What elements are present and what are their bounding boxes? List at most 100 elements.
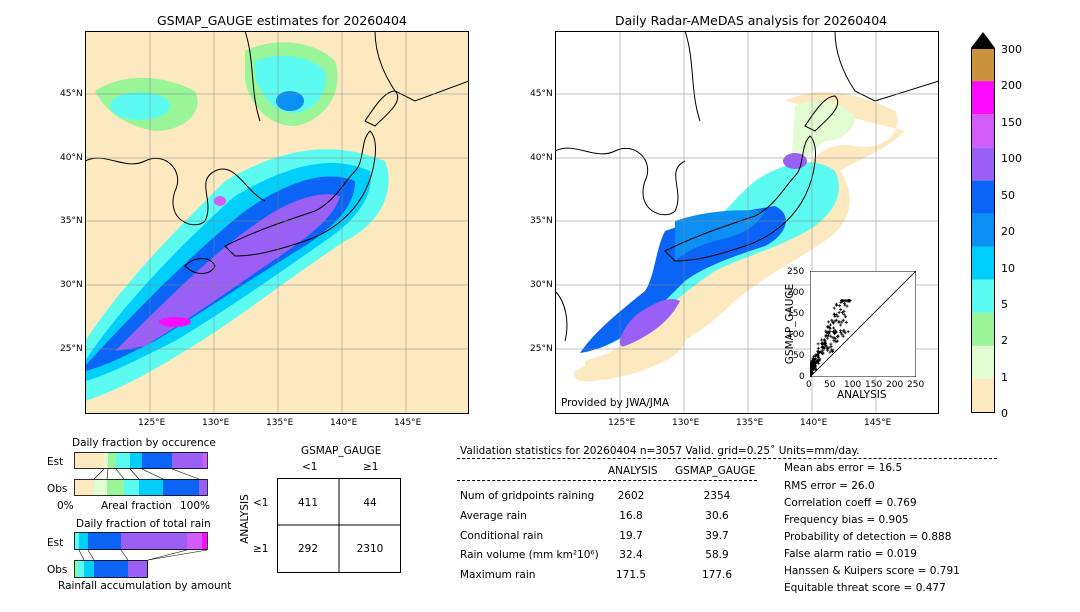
scatter-point (831, 336, 835, 340)
validation-col-analysis: ANALYSIS (608, 465, 658, 477)
scatter-xlabel: ANALYSIS (837, 389, 887, 401)
colorbar-label: 2 (1001, 334, 1008, 347)
contingency-col-lt: <1 (302, 461, 318, 473)
scatter-point (827, 332, 831, 336)
score-line: Probability of detection = 0.888 (784, 531, 952, 543)
scatter-xtick: 50 (824, 380, 836, 390)
left-lon-label: 140°E (330, 418, 358, 428)
contingency-cell: 292 (297, 543, 319, 555)
occurrence-axis-left: 0% (57, 500, 74, 512)
scatter-point (832, 306, 836, 310)
scatter-point (814, 353, 818, 357)
scatter-xtick: 150 (865, 380, 883, 390)
scatter-point (832, 339, 836, 343)
occurrence-axis-right: 100% (180, 500, 211, 512)
contingency-col-ge: ≥1 (363, 461, 379, 473)
right-lon-label: 145°E (864, 418, 892, 428)
score-line: Hanssen & Kuipers score = 0.791 (784, 565, 960, 577)
right-lat-label: 40°N (530, 153, 553, 163)
scatter-point (810, 366, 813, 370)
stat-label: Rain volume (mm km²10⁶) (460, 549, 599, 561)
scatter-point (828, 329, 832, 333)
validation-col-divider (457, 480, 757, 481)
right-lat-label: 35°N (530, 216, 553, 226)
colorbar-cell (971, 180, 995, 214)
total-rain-footer: Rainfall accumulation by amount (58, 580, 232, 592)
scatter-point (829, 348, 833, 352)
scatter-point (840, 332, 844, 336)
contingency-row-title: ANALYSIS (239, 494, 251, 544)
scatter-ytick: 0 (799, 372, 805, 382)
scatter-point (828, 327, 832, 331)
scatter-point (833, 328, 837, 332)
scatter-point (821, 351, 825, 355)
scatter-point (840, 320, 844, 324)
scatter-point (843, 303, 847, 307)
scatter-point (810, 373, 812, 377)
scatter-point (828, 350, 832, 354)
stat-analysis: 2602 (617, 490, 645, 502)
colorbar-label: 20 (1001, 225, 1015, 238)
colorbar-label: 1 (1001, 371, 1008, 384)
scatter-point (831, 320, 835, 324)
scatter-point (836, 314, 840, 318)
scatter-point (810, 364, 814, 368)
scatter-point (846, 330, 850, 334)
right-lat-label: 30°N (530, 280, 553, 290)
score-line: RMS error = 26.0 (784, 480, 875, 492)
colorbar-label: 150 (1001, 116, 1022, 129)
scatter-point (841, 299, 845, 303)
scatter-point (833, 312, 837, 316)
score-line: Correlation coeff = 0.769 (784, 497, 917, 509)
scatter-point (842, 309, 846, 313)
colorbar-label: 0 (1001, 407, 1008, 420)
colorbar-cell (971, 114, 995, 148)
scatter-ytick: 250 (787, 267, 805, 277)
occurrence-bars (74, 452, 208, 496)
stat-gsmap: 39.7 (705, 530, 729, 542)
colorbar-label: 10 (1001, 262, 1015, 275)
scatter-xtick: 0 (806, 380, 812, 390)
occurrence-obs-label: Obs (47, 483, 68, 495)
scatter-point (841, 334, 845, 338)
colorbar-label: 100 (1001, 152, 1022, 165)
scatter-point (835, 318, 839, 322)
scatter-point (818, 358, 821, 362)
left-lat-label: 25°N (60, 344, 83, 354)
total-rain-title: Daily fraction of total rain (76, 518, 211, 530)
score-line: Equitable threat score = 0.477 (784, 582, 946, 594)
scatter-point (840, 311, 844, 315)
contingency-cell: 411 (297, 497, 319, 509)
stat-gsmap: 30.6 (705, 510, 729, 522)
left-lat-label: 30°N (60, 280, 83, 290)
colorbar-label: 50 (1001, 189, 1015, 202)
validation-col-gsmap: GSMAP_GAUGE (675, 465, 756, 477)
left-lon-label: 125°E (138, 418, 166, 428)
scatter-point (812, 357, 816, 361)
scatter-point (820, 338, 824, 342)
score-line: Frequency bias = 0.905 (784, 514, 909, 526)
scatter-point (825, 334, 828, 338)
scatter-point (816, 354, 820, 358)
right-lat-label: 45°N (530, 89, 553, 99)
scatter-point (832, 330, 836, 334)
scatter-point (832, 326, 835, 330)
colorbar-cell (971, 48, 995, 82)
scatter-point (839, 323, 843, 327)
scatter-point (844, 320, 848, 324)
scatter-point (817, 350, 821, 354)
scatter-point (811, 367, 815, 371)
scatter-point (825, 348, 829, 352)
scatter-point (824, 345, 828, 349)
total-rain-bars (74, 532, 208, 578)
left-lon-label: 130°E (202, 418, 230, 428)
stat-gsmap: 177.6 (701, 569, 733, 581)
stat-analysis: 19.7 (619, 530, 643, 542)
scatter-point (839, 308, 843, 312)
scatter-point (826, 320, 830, 324)
scatter-point (812, 364, 816, 368)
scatter-point (821, 348, 825, 352)
scatter-point (844, 315, 847, 319)
occurrence-axis-mid: Areal fraction (101, 500, 172, 512)
contingency-cell: 44 (363, 497, 377, 509)
